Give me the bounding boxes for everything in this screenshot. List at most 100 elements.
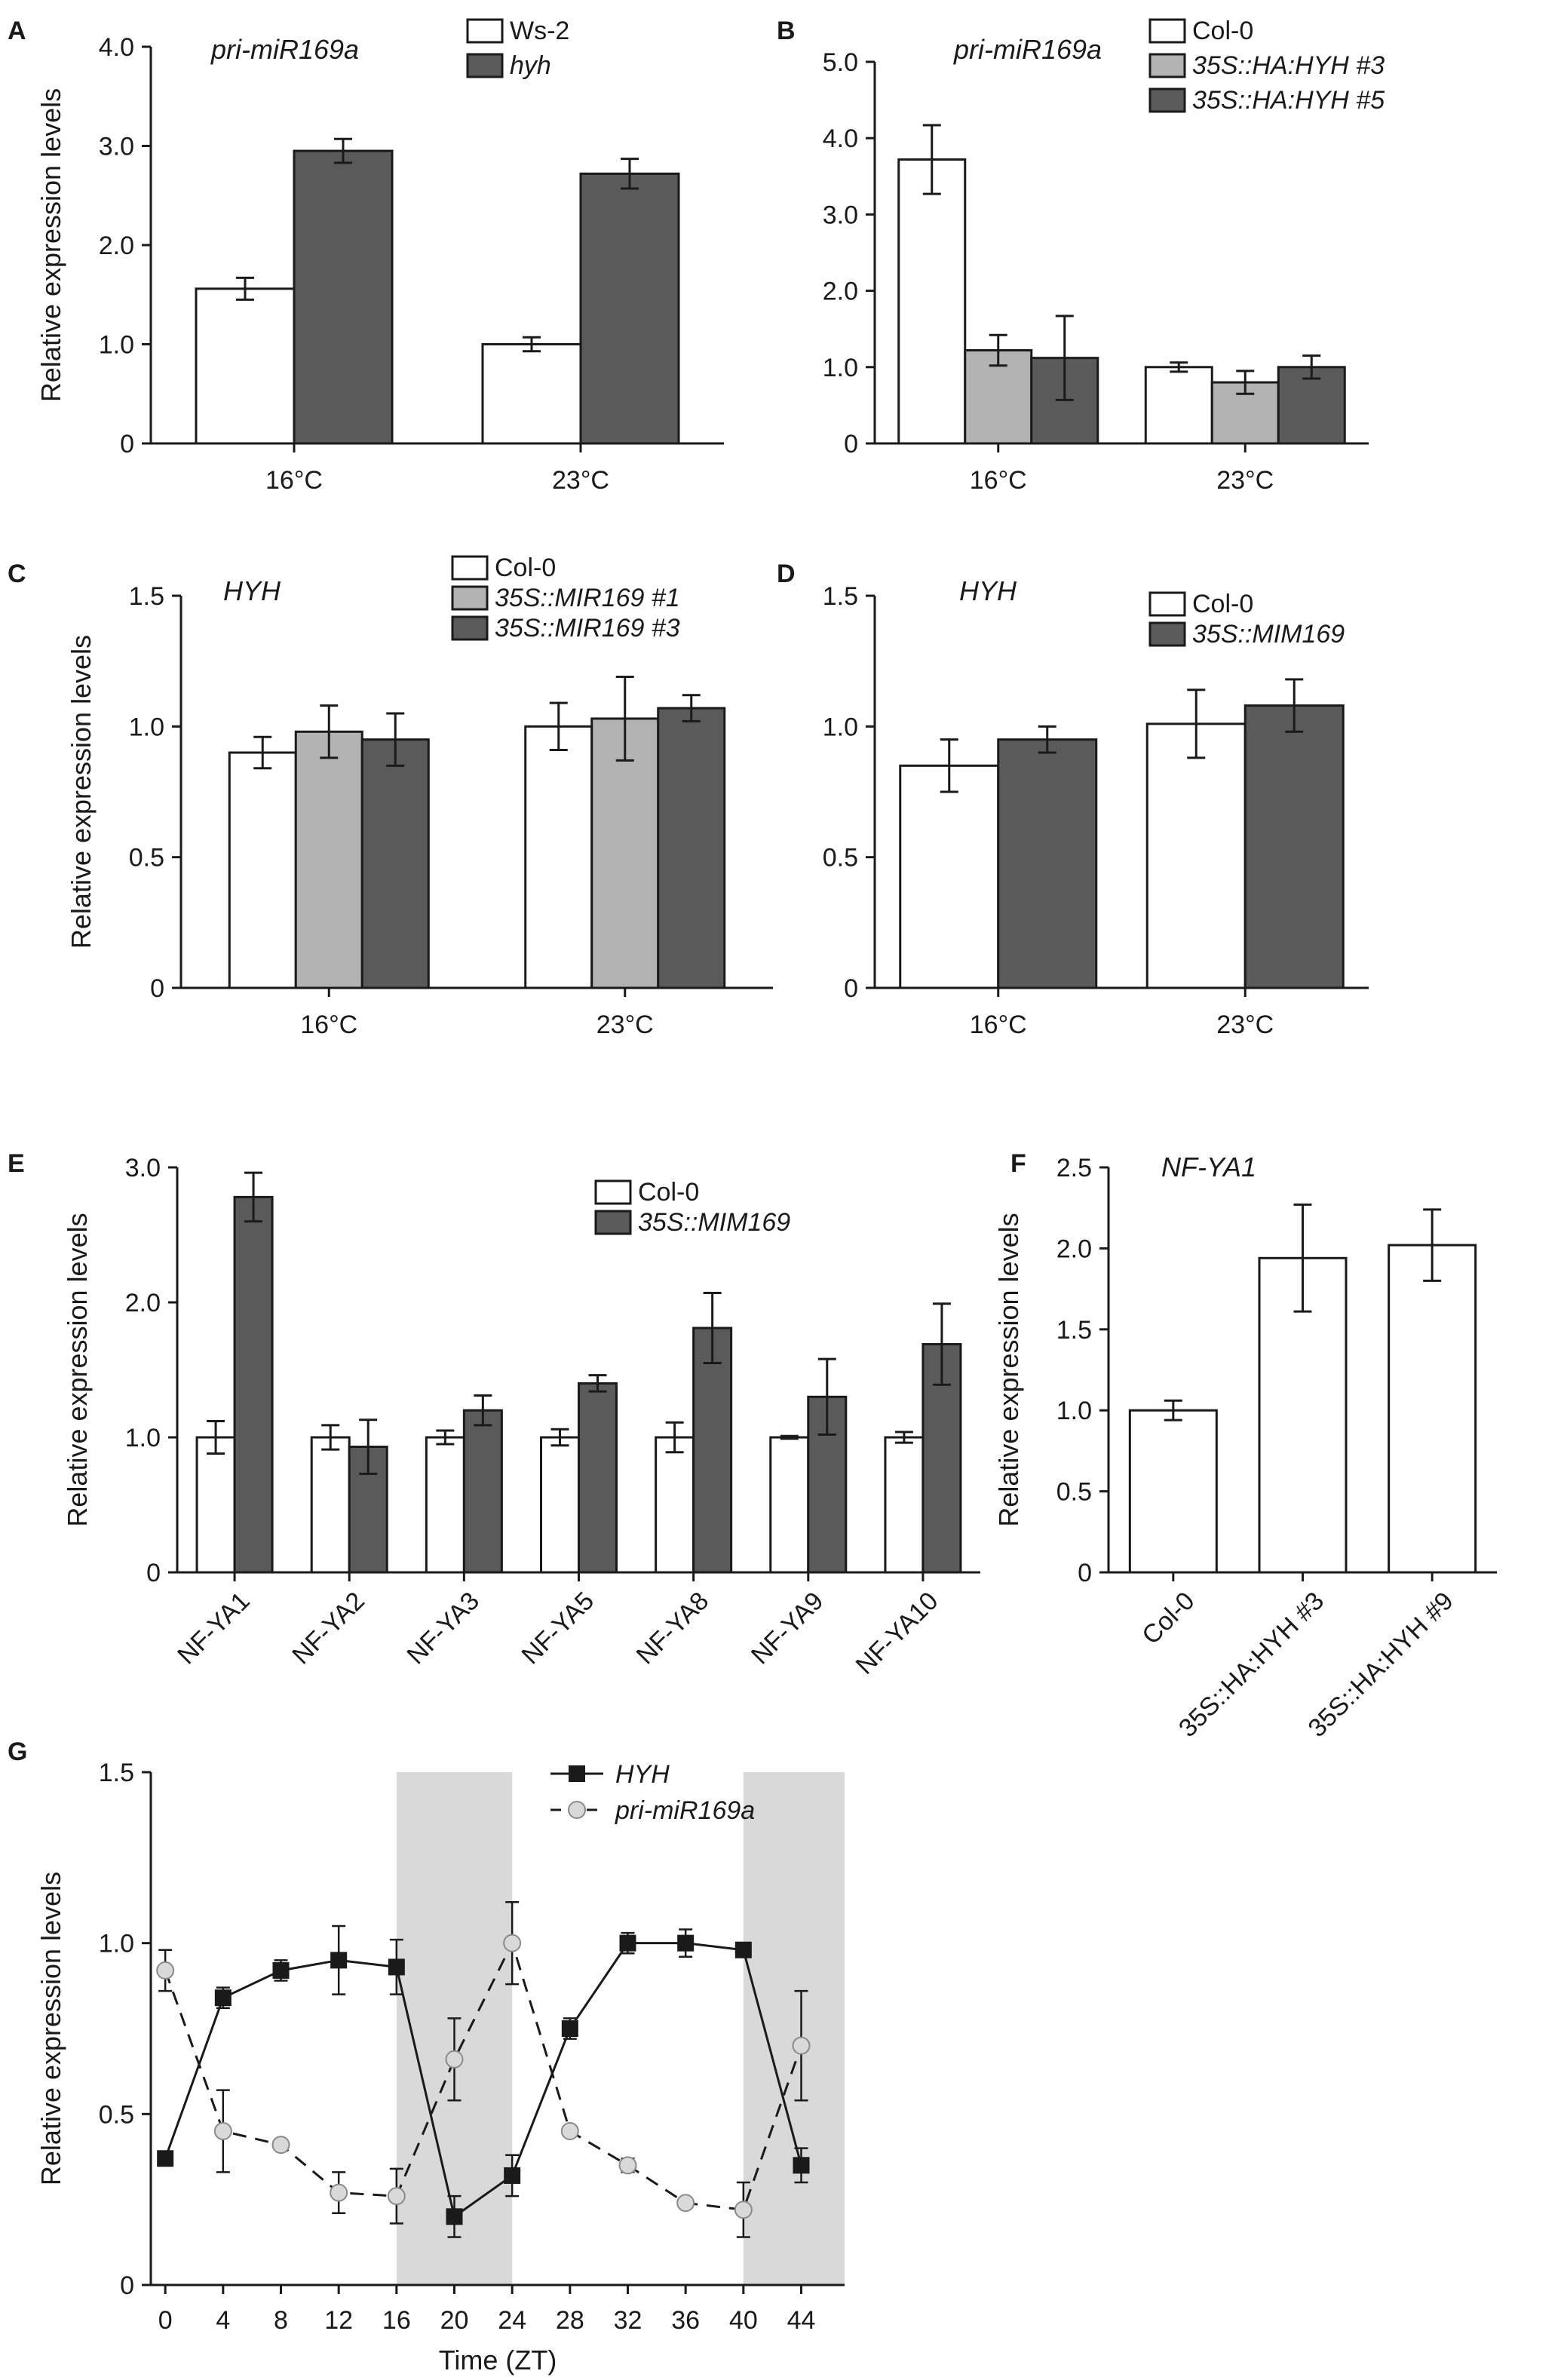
bar — [884, 1436, 925, 1574]
data-point — [734, 2201, 753, 2219]
panel-g: G 0 0.5 1.0 1.5 0 4 8 12 16 20 24 28 32 36 40 44 Time (ZT… — [8, 1737, 845, 2375]
x-tick-label: 23°C — [552, 466, 609, 495]
data-point — [677, 1934, 695, 1952]
y-tick-label: 1.5 — [129, 582, 164, 611]
x-tick-label: 16 — [382, 2306, 411, 2335]
data-point — [272, 1961, 290, 1979]
legend-swatch — [451, 585, 489, 611]
panel-label: E — [8, 1149, 25, 1178]
legend-swatch — [594, 1179, 632, 1205]
bar — [1144, 366, 1213, 445]
bar — [425, 1436, 465, 1574]
bar — [692, 1326, 733, 1574]
x-tick-label: 16°C — [970, 466, 1027, 495]
y-tick-label: 3.0 — [823, 201, 858, 229]
legend-label: 35S::MIM169 — [1192, 620, 1345, 649]
panel-c: C HYH 0 0.5 1.0 1.5 Relative expression levels… — [8, 554, 773, 1039]
bar — [233, 1195, 274, 1574]
legend-label: HYH — [615, 1760, 670, 1789]
legend-swatch — [1148, 18, 1186, 44]
y-axis-label: Relative expression levels — [62, 1213, 93, 1526]
data-point — [676, 2194, 695, 2213]
data-point — [792, 2036, 811, 2055]
y-tick-label: 1.5 — [823, 582, 858, 611]
y-tick-label: 0 — [844, 974, 858, 1003]
legend-label: pri-miR169a — [615, 1796, 755, 1825]
data-point — [446, 2208, 463, 2225]
y-axis-label: Relative expression levels — [993, 1213, 1024, 1526]
bar — [579, 172, 680, 445]
series-line-solid — [164, 1942, 802, 2219]
data-point — [734, 1941, 752, 1958]
y-tick-label: 1.0 — [99, 1930, 134, 1958]
panel-label: D — [777, 560, 796, 588]
data-point — [271, 2136, 290, 2155]
y-tick-label: 2.0 — [99, 232, 134, 260]
y-tick-label: 0 — [146, 1559, 161, 1587]
y-tick-label: 0.5 — [823, 844, 858, 873]
panel-label: F — [1010, 1149, 1026, 1178]
bar — [524, 725, 593, 989]
data-point — [618, 2156, 637, 2175]
data-point — [387, 2187, 406, 2206]
y-tick-label: 3.0 — [99, 133, 134, 161]
bar — [897, 158, 967, 445]
x-tick-label: 44 — [787, 2306, 816, 2335]
y-tick-label: 3.0 — [125, 1154, 161, 1182]
y-tick-label: 1.0 — [99, 331, 134, 360]
x-tick-label: 8 — [274, 2306, 288, 2335]
data-point — [330, 1952, 348, 1969]
legend-swatch — [466, 18, 504, 44]
legend-swatch — [594, 1210, 632, 1235]
y-tick-label: 2.0 — [823, 278, 858, 306]
y-tick-label: 1.5 — [99, 1759, 134, 1787]
bar — [997, 738, 1098, 989]
bar — [769, 1436, 810, 1574]
panel-label: B — [777, 17, 796, 45]
gene-annotation: NF-YA1 — [1161, 1152, 1256, 1182]
y-tick-label: 1.5 — [1056, 1316, 1092, 1345]
y-tick-label: 1.0 — [823, 354, 858, 382]
legend-label: Col-0 — [638, 1178, 699, 1207]
data-point — [388, 1958, 405, 1976]
bar — [195, 1436, 236, 1574]
y-tick-label: 0.5 — [1056, 1478, 1092, 1507]
y-tick-label: 2.0 — [1056, 1234, 1092, 1263]
y-axis-label: Relative expression levels — [35, 88, 66, 402]
x-tick-label: 40 — [729, 2306, 758, 2335]
x-tick-label: 0 — [158, 2306, 173, 2335]
data-point — [504, 2167, 521, 2184]
y-axis-label: Relative expression levels — [66, 635, 97, 949]
bar — [310, 1436, 351, 1574]
bar — [899, 764, 1000, 989]
data-point — [157, 2150, 174, 2167]
legend-label: 35S::MIR169 #3 — [495, 614, 680, 643]
data-point — [560, 2122, 579, 2140]
legend-label: Col-0 — [1192, 590, 1253, 618]
bar — [1388, 1244, 1477, 1574]
legend-label: Ws-2 — [510, 17, 569, 45]
y-tick-label: 0 — [120, 2271, 134, 2300]
y-tick-label: 1.0 — [823, 713, 858, 741]
legend-label: hyh — [510, 51, 551, 80]
bar — [655, 1436, 695, 1574]
bar — [1145, 722, 1247, 989]
legend-label: 35S::HA:HYH #3 — [1192, 51, 1385, 80]
y-tick-label: 0 — [120, 430, 134, 459]
bar — [590, 717, 660, 989]
x-tick-label: 12 — [324, 2306, 353, 2335]
legend-label: Col-0 — [1192, 17, 1253, 45]
x-tick-label: 16°C — [265, 466, 323, 495]
y-tick-label: 0 — [150, 974, 164, 1003]
gene-annotation: HYH — [223, 575, 281, 606]
x-tick-label: 24 — [498, 2306, 526, 2335]
data-point — [445, 2050, 464, 2069]
data-point — [793, 2157, 810, 2174]
y-tick-label: 4.0 — [823, 124, 858, 153]
legend-marker — [569, 1765, 585, 1782]
x-tick-label: 23°C — [596, 1011, 654, 1039]
bar — [1243, 704, 1345, 989]
